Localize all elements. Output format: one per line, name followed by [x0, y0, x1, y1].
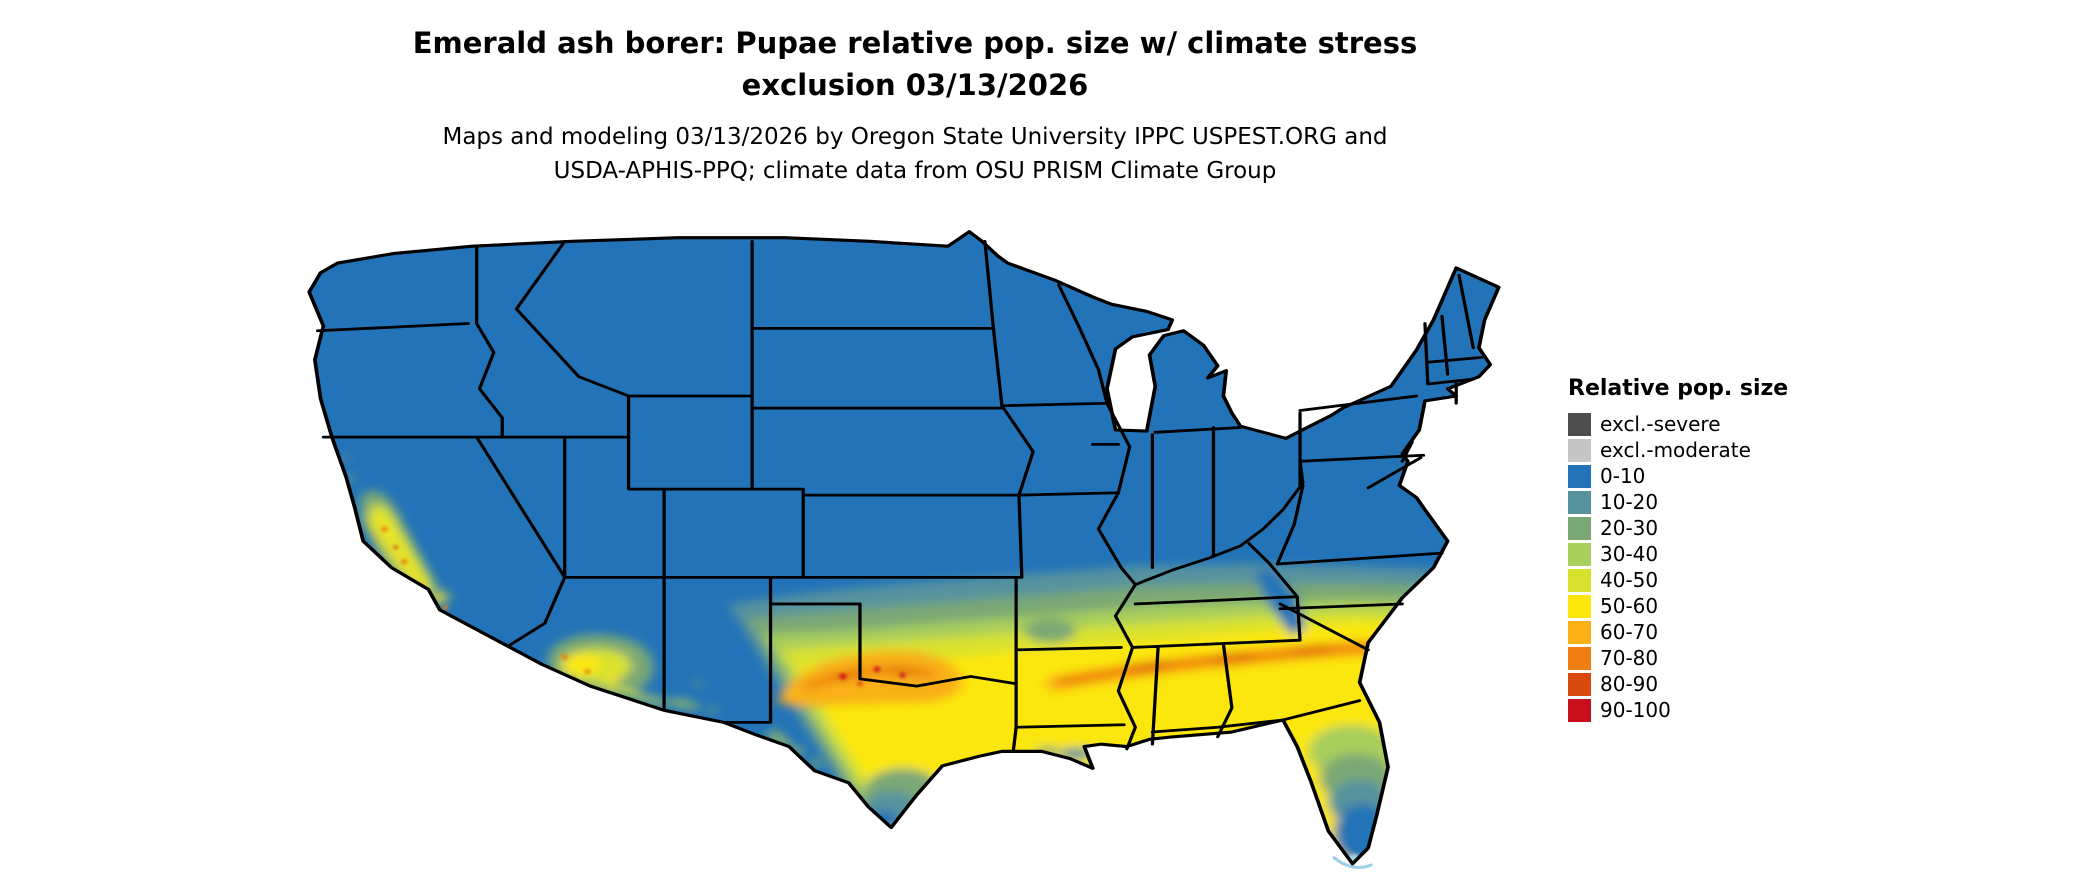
map-title-line1: Emerald ash borer: Pupae relative pop. s… — [412, 26, 1418, 60]
legend-item: 10-20 — [1568, 489, 1788, 515]
legend-panel: Relative pop. size excl.-severe excl.-mod… — [1568, 376, 1788, 723]
legend-label: 10-20 — [1600, 490, 1659, 514]
legend-label: 30-40 — [1600, 542, 1659, 566]
legend-item: 0-10 — [1568, 463, 1788, 489]
map-subtitle-line2: USDA-APHIS-PPQ; climate data from OSU PR… — [553, 158, 1277, 184]
legend-swatch — [1568, 490, 1591, 514]
us-map — [307, 229, 1501, 869]
legend-item: excl.-severe — [1568, 411, 1788, 437]
legend-swatch — [1568, 568, 1591, 592]
legend-swatch — [1568, 464, 1591, 488]
map-subtitle-line1: Maps and modeling 03/13/2026 by Oregon S… — [442, 124, 1388, 150]
legend-item: 80-90 — [1568, 671, 1788, 697]
legend-swatch — [1568, 620, 1591, 644]
legend-swatch — [1568, 646, 1591, 670]
legend-label: 70-80 — [1600, 646, 1659, 670]
legend-swatch — [1568, 412, 1591, 436]
map-title: Emerald ash borer: Pupae relative pop. s… — [295, 22, 1535, 106]
state-borders — [316, 239, 1484, 753]
legend-item: 70-80 — [1568, 645, 1788, 671]
legend-label: 90-100 — [1600, 698, 1671, 722]
legend-item: 40-50 — [1568, 567, 1788, 593]
legend-item: 30-40 — [1568, 541, 1788, 567]
legend-label: excl.-moderate — [1600, 438, 1751, 462]
legend-swatch — [1568, 698, 1591, 722]
legend-item: 60-70 — [1568, 619, 1788, 645]
legend-swatch — [1568, 516, 1591, 540]
legend-label: excl.-severe — [1600, 412, 1721, 436]
legend-items: excl.-severe excl.-moderate 0-10 10-20 20-30… — [1568, 411, 1788, 723]
legend-label: 60-70 — [1600, 620, 1659, 644]
legend-label: 20-30 — [1600, 516, 1659, 540]
legend-label: 50-60 — [1600, 594, 1659, 618]
legend-swatch — [1568, 594, 1591, 618]
legend-item: 50-60 — [1568, 593, 1788, 619]
map-subtitle: Maps and modeling 03/13/2026 by Oregon S… — [295, 120, 1535, 188]
map-title-line2: exclusion 03/13/2026 — [741, 68, 1089, 102]
legend-swatch — [1568, 438, 1591, 462]
legend-item: 90-100 — [1568, 697, 1788, 723]
legend-label: 80-90 — [1600, 672, 1659, 696]
legend-label: 40-50 — [1600, 568, 1659, 592]
legend-swatch — [1568, 542, 1591, 566]
legend-item: 20-30 — [1568, 515, 1788, 541]
legend-label: 0-10 — [1600, 464, 1646, 488]
legend-title: Relative pop. size — [1568, 376, 1789, 401]
legend-item: excl.-moderate — [1568, 437, 1788, 463]
legend-swatch — [1568, 672, 1591, 696]
